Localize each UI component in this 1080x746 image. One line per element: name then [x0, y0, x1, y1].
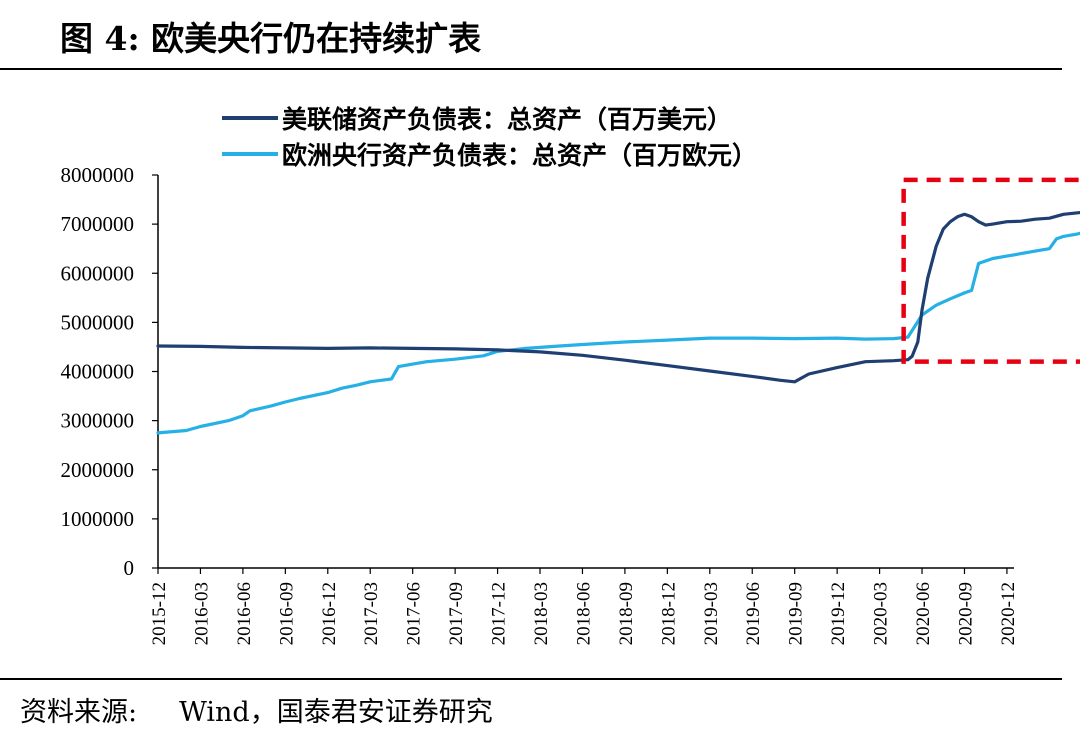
- chart-annotations: [901, 177, 1080, 364]
- series-line-fed: [156, 210, 1080, 384]
- y-tick-label: 5000000: [61, 310, 135, 334]
- legend-item-fed: 美联储资产负债表：总资产（百万美元）: [222, 100, 757, 136]
- x-tick-label: 2020-09: [955, 582, 976, 645]
- x-tick-label: 2020-03: [871, 582, 892, 645]
- x-tick-label: 2015-12: [149, 582, 170, 645]
- source-label: 资料来源:: [20, 697, 138, 728]
- y-tick-label: 8000000: [61, 163, 135, 187]
- y-tick-label: 0: [124, 556, 135, 580]
- legend-item-ecb: 欧洲央行资产负债表：总资产（百万欧元）: [222, 136, 757, 172]
- y-tick-label: 4000000: [61, 360, 135, 384]
- x-tick-label: 2017-03: [361, 582, 382, 645]
- source-note: 资料来源: Wind，国泰君安证券研究: [20, 690, 493, 729]
- y-tick-label: 6000000: [61, 261, 135, 285]
- x-tick-label: 2020-12: [998, 582, 1019, 645]
- x-tick-label: 2017-09: [446, 582, 467, 645]
- y-tick-label: 3000000: [61, 409, 135, 433]
- legend-swatch-fed: [222, 116, 278, 120]
- series-line-ecb: [156, 231, 1080, 435]
- x-tick-label: 2018-09: [616, 582, 637, 645]
- x-tick-label: 2019-09: [786, 582, 807, 645]
- legend-label-fed: 美联储资产负债表：总资产（百万美元）: [282, 105, 733, 134]
- legend-label-ecb: 欧洲央行资产负债表：总资产（百万欧元）: [282, 141, 758, 170]
- x-tick-label: 2017-12: [489, 582, 510, 645]
- y-tick-label: 2000000: [61, 458, 135, 482]
- x-tick-label: 2018-06: [573, 582, 594, 645]
- chart-series: [156, 210, 1080, 435]
- x-tick-label: 2018-12: [658, 582, 679, 645]
- highlight-box: [901, 177, 1080, 364]
- source-value: Wind，国泰君安证券研究: [179, 697, 493, 728]
- y-tick-label: 7000000: [61, 212, 135, 236]
- x-tick-label: 2016-09: [276, 582, 297, 645]
- x-tick-label: 2016-12: [319, 582, 340, 645]
- figure-title: 图 4: 欧美央行仍在持续扩表: [60, 19, 482, 58]
- x-tick-label: 2019-06: [743, 582, 764, 645]
- y-tick-label: 1000000: [61, 507, 135, 531]
- x-tick-label: 2019-03: [701, 582, 722, 645]
- x-tick-label: 2016-03: [191, 582, 212, 645]
- chart-axes: 0 1000000 2000000 3000000 4000000 5000000 6000…: [61, 163, 1019, 645]
- legend-swatch-ecb: [222, 152, 278, 156]
- x-tick-label: 2019-12: [828, 582, 849, 645]
- x-tick-label: 2017-06: [404, 582, 425, 645]
- x-tick-label: 2016-06: [234, 582, 255, 645]
- x-tick-label: 2020-06: [913, 582, 934, 645]
- chart-legend: 美联储资产负债表：总资产（百万美元） 欧洲央行资产负债表：总资产（百万欧元）: [222, 100, 757, 172]
- bottom-rule: [0, 678, 1062, 680]
- x-tick-label: 2018-03: [531, 582, 552, 645]
- top-rule: [0, 68, 1062, 70]
